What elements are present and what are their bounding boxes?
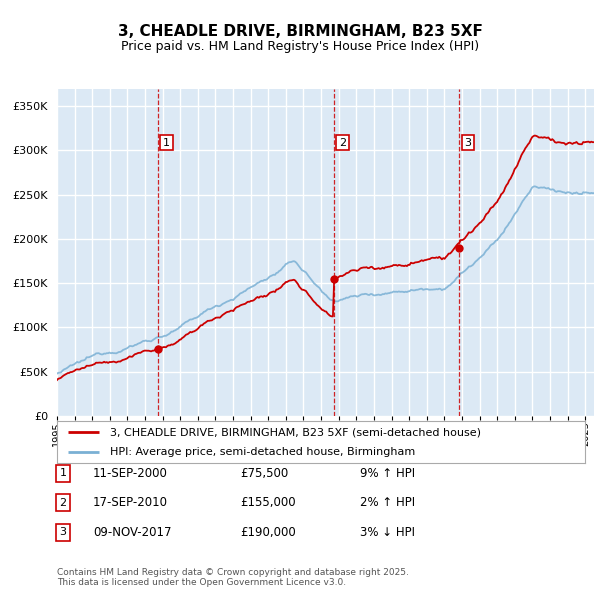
Text: 3: 3 — [464, 137, 472, 148]
Text: HPI: Average price, semi-detached house, Birmingham: HPI: Average price, semi-detached house,… — [110, 447, 415, 457]
Text: 09-NOV-2017: 09-NOV-2017 — [93, 526, 172, 539]
Text: This data is licensed under the Open Government Licence v3.0.: This data is licensed under the Open Gov… — [57, 578, 346, 587]
Text: £75,500: £75,500 — [240, 467, 288, 480]
Text: 1: 1 — [59, 468, 67, 478]
Text: £155,000: £155,000 — [240, 496, 296, 509]
Text: 2: 2 — [59, 498, 67, 507]
Text: 1: 1 — [163, 137, 170, 148]
Text: Price paid vs. HM Land Registry's House Price Index (HPI): Price paid vs. HM Land Registry's House … — [121, 40, 479, 53]
Text: 3% ↓ HPI: 3% ↓ HPI — [360, 526, 415, 539]
Text: 11-SEP-2000: 11-SEP-2000 — [93, 467, 168, 480]
Text: Contains HM Land Registry data © Crown copyright and database right 2025.: Contains HM Land Registry data © Crown c… — [57, 568, 409, 577]
Text: 9% ↑ HPI: 9% ↑ HPI — [360, 467, 415, 480]
Text: 2% ↑ HPI: 2% ↑ HPI — [360, 496, 415, 509]
Text: 3, CHEADLE DRIVE, BIRMINGHAM, B23 5XF: 3, CHEADLE DRIVE, BIRMINGHAM, B23 5XF — [118, 24, 482, 38]
Text: 2: 2 — [339, 137, 346, 148]
Text: 3, CHEADLE DRIVE, BIRMINGHAM, B23 5XF (semi-detached house): 3, CHEADLE DRIVE, BIRMINGHAM, B23 5XF (s… — [110, 427, 481, 437]
Text: 3: 3 — [59, 527, 67, 537]
Text: 17-SEP-2010: 17-SEP-2010 — [93, 496, 168, 509]
Text: £190,000: £190,000 — [240, 526, 296, 539]
